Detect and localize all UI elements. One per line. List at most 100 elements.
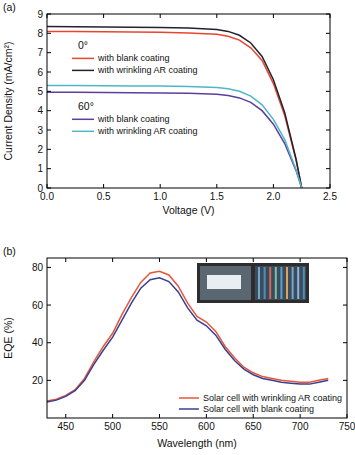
legend-swatch [72, 70, 94, 72]
x-tick-label: 550 [151, 421, 168, 432]
x-tick-label: 600 [198, 421, 215, 432]
series-line [47, 278, 328, 402]
legend-swatch [179, 397, 199, 399]
y-tick [47, 14, 51, 15]
inset-stripe [280, 267, 282, 299]
x-tick [216, 184, 217, 188]
x-tick [273, 184, 274, 188]
x-tick [347, 258, 348, 262]
y-tick-label: 9 [37, 9, 43, 20]
y-axis-title: EQE (%) [2, 317, 14, 358]
annotation: 60° [78, 100, 94, 112]
y-tick [326, 14, 330, 15]
y-tick [326, 91, 330, 92]
x-tick [330, 184, 331, 188]
legend: 0°with blank coatingwith wrinkling AR co… [72, 39, 198, 136]
x-tick [206, 258, 207, 262]
plot-area [47, 27, 302, 188]
y-tick-label: 4 [37, 105, 43, 116]
y-tick [47, 267, 51, 268]
y-tick-label: 8 [37, 28, 43, 39]
legend-swatch [179, 408, 199, 410]
x-tick-label: 2.0 [266, 191, 280, 202]
y-tick-label: 3 [37, 125, 43, 136]
legend-swatch [72, 119, 94, 121]
y-tick-label: 6 [37, 67, 43, 78]
y-tick-label: 5 [37, 86, 43, 97]
x-tick [160, 184, 161, 188]
inset-cell [200, 266, 251, 300]
y-tick [47, 149, 51, 150]
x-tick-label: 500 [104, 421, 121, 432]
legend-label: Solar cell with blank coating [203, 404, 314, 414]
y-tick [326, 188, 330, 189]
x-tick-label: 750 [339, 421, 355, 432]
y-tick [47, 110, 51, 111]
y-tick [47, 168, 51, 169]
y-tick [343, 342, 347, 343]
x-tick [253, 414, 254, 418]
x-tick-label: 2.5 [323, 191, 337, 202]
annotation: 0° [78, 39, 88, 51]
panel-label: (a) [3, 1, 16, 13]
inset-photo [197, 263, 309, 303]
x-tick [160, 14, 161, 18]
y-tick [326, 110, 330, 111]
inset-stripe [264, 267, 266, 299]
x-tick [103, 14, 104, 18]
inset-stripe [275, 267, 277, 299]
x-tick [65, 414, 66, 418]
y-tick-label: 2 [37, 144, 43, 155]
y-tick [47, 52, 51, 53]
y-tick [343, 380, 347, 381]
y-tick [326, 72, 330, 73]
y-tick [343, 267, 347, 268]
legend-swatch [72, 58, 94, 60]
y-tick [47, 188, 51, 189]
inset-glare [207, 275, 241, 289]
panel: 45050055060065070075020406080Wavelength … [2, 245, 355, 449]
y-tick [47, 91, 51, 92]
inset-stripe [292, 267, 294, 299]
y-tick [47, 33, 51, 34]
y-tick [47, 130, 51, 131]
y-tick-label: 80 [32, 262, 44, 273]
legend-label: Solar cell with wrinkling AR coating [203, 393, 342, 403]
x-tick-label: 450 [57, 421, 74, 432]
x-tick [47, 184, 48, 188]
series-line [47, 31, 302, 188]
inset-stripe [258, 267, 260, 299]
inset-stripe [303, 267, 305, 299]
y-tick-label: 40 [32, 337, 44, 348]
plot-frame [47, 258, 347, 418]
x-tick [159, 414, 160, 418]
x-axis-title: Voltage (V) [163, 204, 215, 216]
x-tick [47, 14, 48, 18]
x-tick-label: 1.0 [153, 191, 167, 202]
series-line [47, 86, 302, 188]
y-tick [326, 168, 330, 169]
series-line [47, 271, 328, 401]
y-axis-title: Current Density (mA/cm²) [2, 41, 14, 160]
y-tick [47, 72, 51, 73]
y-tick [47, 342, 51, 343]
panel: 0.00.51.01.52.02.50123456789Voltage (V)C… [2, 1, 337, 216]
y-tick-label: 7 [37, 47, 43, 58]
y-tick [47, 305, 51, 306]
x-tick [206, 414, 207, 418]
x-tick [103, 184, 104, 188]
y-tick [326, 52, 330, 53]
x-tick [300, 258, 301, 262]
panel-label: (b) [3, 245, 16, 257]
x-tick [216, 14, 217, 18]
series-line [47, 27, 302, 188]
inset-stripe [269, 267, 271, 299]
x-tick [330, 14, 331, 18]
y-tick [326, 149, 330, 150]
x-tick [253, 258, 254, 262]
y-tick-label: 1 [37, 163, 43, 174]
x-tick [159, 258, 160, 262]
inset-stripe [297, 267, 299, 299]
x-tick [273, 14, 274, 18]
y-tick-label: 20 [32, 375, 44, 386]
